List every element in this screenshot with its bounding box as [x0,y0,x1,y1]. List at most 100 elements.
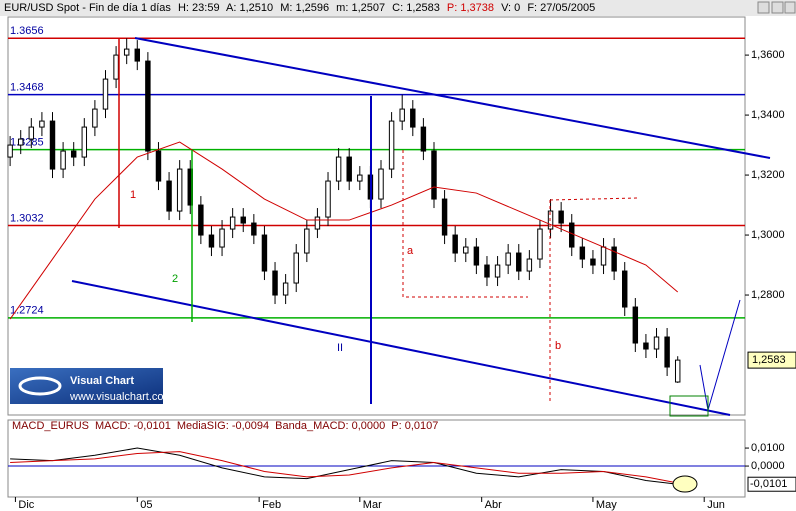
dashed-box [402,150,528,298]
candle-body [410,108,416,128]
header-text: EUR/USD Spot - Fin de día 1 días [4,2,171,14]
minimize-button[interactable] [757,1,770,14]
legend-entry: MediaSIG: -0,0094 [177,420,269,432]
candle-body [282,282,289,296]
macd-legend: MACD_EURUS MACD: -0,0101 MediaSIG: -0,0094… [12,420,438,432]
y-tick-label: 0,0100 [751,442,785,454]
candle-body [494,264,501,278]
candle-body [674,359,681,383]
candle-body [102,78,109,110]
moving-average [9,141,679,320]
logo-url: www.visualchart.com [69,391,173,403]
candle-body [505,252,511,266]
header-text: M: 1,2596 [280,2,329,14]
panel: 1,2800 1,3000 1,3200 1,3400 1,3600 1.3656 1.34… [7,25,785,383]
candle-body [123,48,130,56]
candle-body [463,246,469,254]
last-price-label: 1,2583 [752,354,786,366]
annotation: 1 [130,189,136,201]
candle-body [378,168,384,200]
candle-body [600,246,607,266]
macd-line [10,451,678,484]
legend-entry: Banda_MACD: 0,0000 [275,420,385,432]
candle-body [49,120,56,170]
candle-body [346,156,352,182]
candle-body [81,126,88,158]
last-value-label: -0,0101 [750,478,787,490]
x-tick-label: Abr [485,499,502,511]
main-frame [7,16,746,416]
logo-title: Visual Chart [70,375,134,387]
header-text: A: 1,2510 [226,2,273,14]
last-value-box [747,476,796,492]
header-bar [0,0,796,16]
y-tick-label: 1,3400 [751,109,785,121]
x-tick-label: Jun [707,499,725,511]
candle-body [388,120,395,170]
candle-body [357,174,363,182]
header-text: P: 1,3738 [447,2,494,14]
candle-body [590,258,596,266]
candle-body [632,306,639,344]
x-tick-label: Feb [262,499,281,511]
logo-icon [18,376,62,396]
legend-entry: MACD_EURUS [12,420,89,432]
candle-body [272,270,278,296]
candle-body [39,120,45,128]
x-tick-label: Dic [18,499,34,511]
header-text: C: 1,2583 [392,2,440,14]
y-tick-label: 1,3200 [751,169,785,181]
candle-body [314,216,321,230]
annotation: II [337,342,343,354]
candle-body [240,216,246,224]
candle-body [653,336,660,350]
candle-body [229,216,236,230]
candle-body [452,234,458,254]
candle-body [208,234,215,248]
candle-body [484,264,490,278]
level-label: 1.3032 [10,212,44,224]
panel: 0,0000 0,0100 MACD_EURUS MACD: -0,0101 Media… [8,420,785,485]
candle-body [622,270,628,308]
restore-button[interactable] [771,1,784,14]
candle-body [473,246,480,266]
level-label: 1.3468 [10,82,44,94]
candle-body [579,246,586,260]
highlight-ellipse [672,475,698,493]
candle-body [261,234,268,272]
candle-body [558,210,564,224]
x-tick-label: 05 [140,499,152,511]
y-tick-label: 1,3600 [751,49,785,61]
candle-body [251,222,257,236]
annotation: b [555,340,561,352]
candle-body [526,258,533,272]
candle-body [643,342,649,350]
candle-body [219,228,225,248]
candle-body [304,228,310,254]
candle-body [28,126,35,140]
candle-body [155,150,162,182]
candle-body [431,150,437,200]
level-label: 1.2724 [10,305,44,317]
x-tick-label: May [596,499,617,511]
macd-line [10,447,678,485]
trendline [134,37,771,159]
candle-body [325,180,331,218]
y-tick-label: 0,0000 [751,460,785,472]
dashed-line [549,197,638,201]
level-label: 1.3285 [10,136,44,148]
x-tick-label: Mar [363,499,382,511]
close-button[interactable] [784,1,796,14]
candle-body [198,204,204,236]
y-tick-label: 1,3000 [751,229,785,241]
candle-body [516,252,522,272]
macd-frame [7,419,746,498]
candle-body [664,336,670,368]
candle-body [293,252,299,284]
annotation: a [407,245,414,257]
annotation: 2 [172,273,178,285]
highlight-box [669,395,709,417]
candle-body [7,144,13,158]
candle-body [335,156,342,182]
